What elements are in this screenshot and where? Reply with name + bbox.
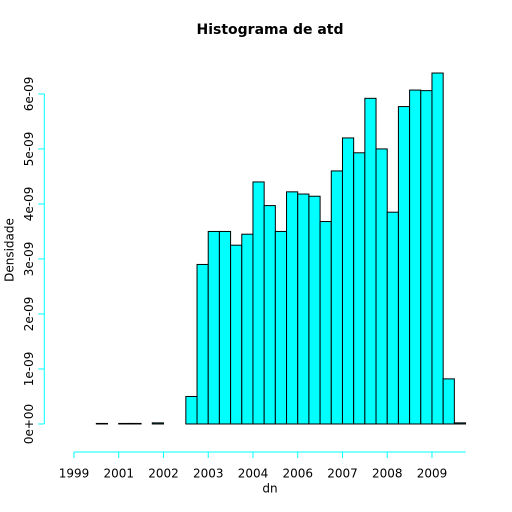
- x-tick-label: 2002: [148, 467, 179, 481]
- y-tick-label: 1e-09: [22, 352, 36, 387]
- x-tick-label: 1999: [59, 467, 90, 481]
- bar: [397, 106, 411, 425]
- x-tick-label: 2006: [282, 467, 313, 481]
- x-tick-label: 2004: [238, 467, 269, 481]
- bar: [274, 230, 288, 425]
- bar: [431, 72, 444, 425]
- bar: [252, 181, 265, 425]
- bar: [341, 137, 355, 425]
- y-tick-label: 6e-09: [22, 77, 36, 112]
- x-tick-label: 2008: [372, 467, 403, 481]
- y-tick-label: 4e-09: [22, 187, 36, 222]
- x-axis-label: dn: [262, 482, 277, 496]
- bar: [453, 422, 467, 425]
- x-tick-label: 2009: [417, 467, 448, 481]
- bar: [207, 230, 220, 425]
- bar: [118, 422, 131, 425]
- x-tick-label: 2003: [193, 467, 224, 481]
- bar: [196, 263, 209, 425]
- bar: [230, 244, 243, 425]
- y-tick-label: 0e+00: [22, 404, 36, 444]
- bar: [375, 148, 388, 425]
- x-tick-label: 2001: [103, 467, 134, 481]
- bar: [308, 195, 321, 425]
- bar: [297, 193, 310, 425]
- bar: [241, 233, 254, 425]
- bar: [409, 89, 422, 425]
- bar: [364, 97, 377, 425]
- bar: [95, 422, 109, 425]
- bar: [286, 191, 299, 425]
- x-tick-label: 2007: [327, 467, 358, 481]
- y-tick-label: 5e-09: [22, 132, 36, 167]
- bar: [151, 422, 164, 425]
- bar: [330, 170, 343, 425]
- y-tick-label: 3e-09: [22, 242, 36, 277]
- bar: [218, 230, 232, 425]
- bar: [263, 205, 276, 425]
- y-axis-label: Densidade: [3, 218, 17, 282]
- bar: [353, 152, 366, 425]
- bar: [420, 90, 433, 425]
- bar: [386, 211, 399, 425]
- chart-title: Histograma de atd: [197, 22, 344, 38]
- bar: [185, 395, 198, 425]
- bar: [129, 422, 142, 425]
- bar: [319, 221, 332, 425]
- y-tick-label: 2e-09: [22, 297, 36, 332]
- bar: [442, 378, 455, 425]
